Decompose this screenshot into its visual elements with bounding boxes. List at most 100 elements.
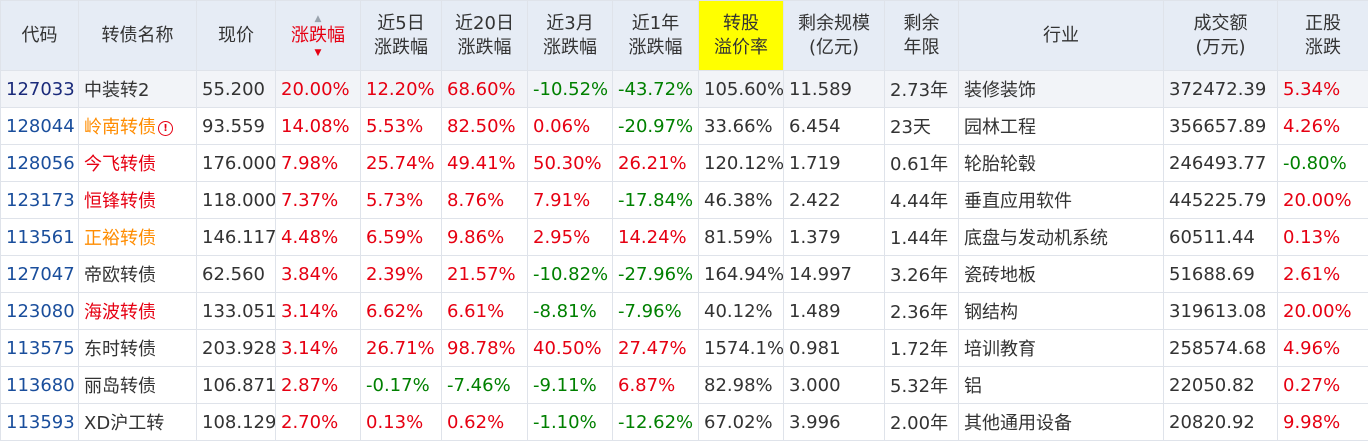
table-row[interactable]: 113575 东时转债 203.928 3.14% 26.71% 98.78% 40.50%… — [0, 329, 1368, 367]
cell-price: 108.129 — [196, 403, 276, 441]
cell-premium: 105.60% — [698, 70, 784, 108]
cell-premium: 46.38% — [698, 181, 784, 219]
cell-name[interactable]: 东时转债 — [78, 329, 197, 367]
cell-code[interactable]: 123080 — [0, 292, 79, 330]
column-header-label: 现价 — [218, 24, 254, 46]
cell-code-value: 128056 — [6, 152, 75, 174]
column-header-industry[interactable]: 行业 — [958, 0, 1164, 71]
cell-code[interactable]: 128056 — [0, 144, 79, 182]
cell-code[interactable]: 123173 — [0, 181, 79, 219]
table-row[interactable]: 123080 海波转债 133.051 3.14% 6.62% 6.61% -8.81% -7… — [0, 292, 1368, 330]
cell-name[interactable]: 帝欧转债 — [78, 255, 197, 293]
cell-change-1y: -20.97% — [612, 107, 699, 145]
cell-stock-change: -0.80% — [1277, 144, 1368, 182]
cell-change-5d-value: 5.53% — [366, 115, 424, 137]
warning-icon: ! — [158, 121, 173, 136]
cell-name[interactable]: 海波转债 — [78, 292, 197, 330]
cell-name[interactable]: 正裕转债 — [78, 218, 197, 256]
cell-code[interactable]: 113575 — [0, 329, 79, 367]
column-header-premium[interactable]: 转股 溢价率 — [698, 0, 784, 71]
cell-remaining-years-value: 1.72年 — [890, 339, 949, 360]
cell-change-value: 2.87% — [281, 374, 339, 396]
cell-industry-value: 瓷砖地板 — [964, 265, 1036, 286]
table-row[interactable]: 113593 XD沪工转 108.129 2.70% 0.13% 0.62% -1.10% -… — [0, 403, 1368, 441]
cell-name[interactable]: XD沪工转 — [78, 403, 197, 441]
cell-name[interactable]: 岭南转债! — [78, 107, 197, 145]
column-header-change-20d[interactable]: 近20日 涨跌幅 — [441, 0, 528, 71]
cell-code[interactable]: 128044 — [0, 107, 79, 145]
cell-name[interactable]: 今飞转债 — [78, 144, 197, 182]
cell-code[interactable]: 113561 — [0, 218, 79, 256]
table-row[interactable]: 128044 岭南转债! 93.559 14.08% 5.53% 82.50% 0.06% -… — [0, 107, 1368, 145]
column-header-remaining-scale[interactable]: 剩余规模 (亿元) — [783, 0, 885, 71]
column-header-change[interactable]: ▲ 涨跌幅 ▼ — [275, 0, 361, 71]
column-header-label: 涨跌幅 — [543, 36, 597, 58]
cell-price-value: 146.117 — [202, 226, 276, 248]
sort-down-icon[interactable]: ▼ — [314, 47, 322, 58]
cell-volume-value: 20820.92 — [1169, 411, 1255, 433]
cell-remaining-scale-value: 1.489 — [789, 300, 841, 322]
cell-change-5d: 0.13% — [360, 403, 442, 441]
cell-code[interactable]: 127033 — [0, 70, 79, 108]
cell-change-3m-value: -10.52% — [533, 78, 609, 100]
cell-change-value: 14.08% — [281, 115, 350, 137]
cell-code[interactable]: 127047 — [0, 255, 79, 293]
column-header-change-3m[interactable]: 近3月 涨跌幅 — [527, 0, 613, 71]
cell-name-value: 中装转2 — [84, 80, 150, 101]
table-row[interactable]: 127047 帝欧转债 62.560 3.84% 2.39% 21.57% -10.82% -… — [0, 255, 1368, 293]
sort-up-icon[interactable]: ▲ — [314, 13, 322, 24]
cell-remaining-scale-value: 1.719 — [789, 152, 841, 174]
cell-remaining-scale: 0.981 — [783, 329, 885, 367]
cell-change-1y-value: 26.21% — [618, 152, 687, 174]
cell-change-3m-value: 50.30% — [533, 152, 602, 174]
cell-name[interactable]: 恒锋转债 — [78, 181, 197, 219]
cell-code[interactable]: 113680 — [0, 366, 79, 404]
cell-price-value: 133.051 — [202, 300, 276, 322]
cell-code-value: 123173 — [6, 189, 75, 211]
table-row[interactable]: 127033 中装转2 55.200 20.00% 12.20% 68.60% -10.52… — [0, 70, 1368, 108]
cell-remaining-scale: 1.379 — [783, 218, 885, 256]
cell-change-3m-value: 0.06% — [533, 115, 591, 137]
cell-price: 146.117 — [196, 218, 276, 256]
table-row[interactable]: 128056 今飞转债 176.000 7.98% 25.74% 49.41% 50.30%… — [0, 144, 1368, 182]
cell-change-20d-value: 9.86% — [447, 226, 505, 248]
cell-change-20d: 0.62% — [441, 403, 528, 441]
cell-code[interactable]: 113593 — [0, 403, 79, 441]
column-header-price[interactable]: 现价 — [196, 0, 276, 71]
cell-name[interactable]: 中装转2 — [78, 70, 197, 108]
cell-change-value: 3.14% — [281, 300, 339, 322]
cell-remaining-years-value: 2.73年 — [890, 80, 949, 101]
cell-stock-change: 0.13% — [1277, 218, 1368, 256]
table-row[interactable]: 123173 恒锋转债 118.000 7.37% 5.73% 8.76% 7.91% -17… — [0, 181, 1368, 219]
cell-change-5d: 5.53% — [360, 107, 442, 145]
cell-name[interactable]: 丽岛转债 — [78, 366, 197, 404]
column-header-code[interactable]: 代码 — [0, 0, 79, 71]
cell-price: 106.871 — [196, 366, 276, 404]
table-body: 127033 中装转2 55.200 20.00% 12.20% 68.60% -10.52… — [0, 70, 1368, 441]
column-header-volume[interactable]: 成交额 (万元) — [1163, 0, 1278, 71]
cell-change: 7.98% — [275, 144, 361, 182]
cell-change-3m-value: -1.10% — [533, 411, 597, 433]
column-header-remaining-years[interactable]: 剩余 年限 — [884, 0, 959, 71]
column-header-change-5d[interactable]: 近5日 涨跌幅 — [360, 0, 442, 71]
table-row[interactable]: 113680 丽岛转债 106.871 2.87% -0.17% -7.46% -9.11%… — [0, 366, 1368, 404]
cell-name-value: 今飞转债 — [84, 154, 156, 175]
column-header-change-1y[interactable]: 近1年 涨跌幅 — [612, 0, 699, 71]
column-header-name[interactable]: 转债名称 — [78, 0, 197, 71]
cell-premium: 1574.1% — [698, 329, 784, 367]
cell-remaining-years: 2.00年 — [884, 403, 959, 441]
cell-change-1y: 14.24% — [612, 218, 699, 256]
cell-premium-value: 164.94% — [704, 263, 784, 285]
column-header-label: 涨跌 — [1305, 36, 1341, 58]
cell-code-value: 123080 — [6, 300, 75, 322]
cell-stock-change-value: 20.00% — [1283, 300, 1352, 322]
cell-change: 4.48% — [275, 218, 361, 256]
column-header-stock-change[interactable]: 正股 涨跌 — [1277, 0, 1368, 71]
cell-change-3m: 50.30% — [527, 144, 613, 182]
cell-stock-change-value: 5.34% — [1283, 78, 1341, 100]
cell-change-1y-value: -43.72% — [618, 78, 694, 100]
cell-change-3m-value: 40.50% — [533, 337, 602, 359]
cell-volume-value: 258574.68 — [1169, 337, 1267, 359]
cell-stock-change: 2.61% — [1277, 255, 1368, 293]
table-row[interactable]: 113561 正裕转债 146.117 4.48% 6.59% 9.86% 2.95% 14.… — [0, 218, 1368, 256]
